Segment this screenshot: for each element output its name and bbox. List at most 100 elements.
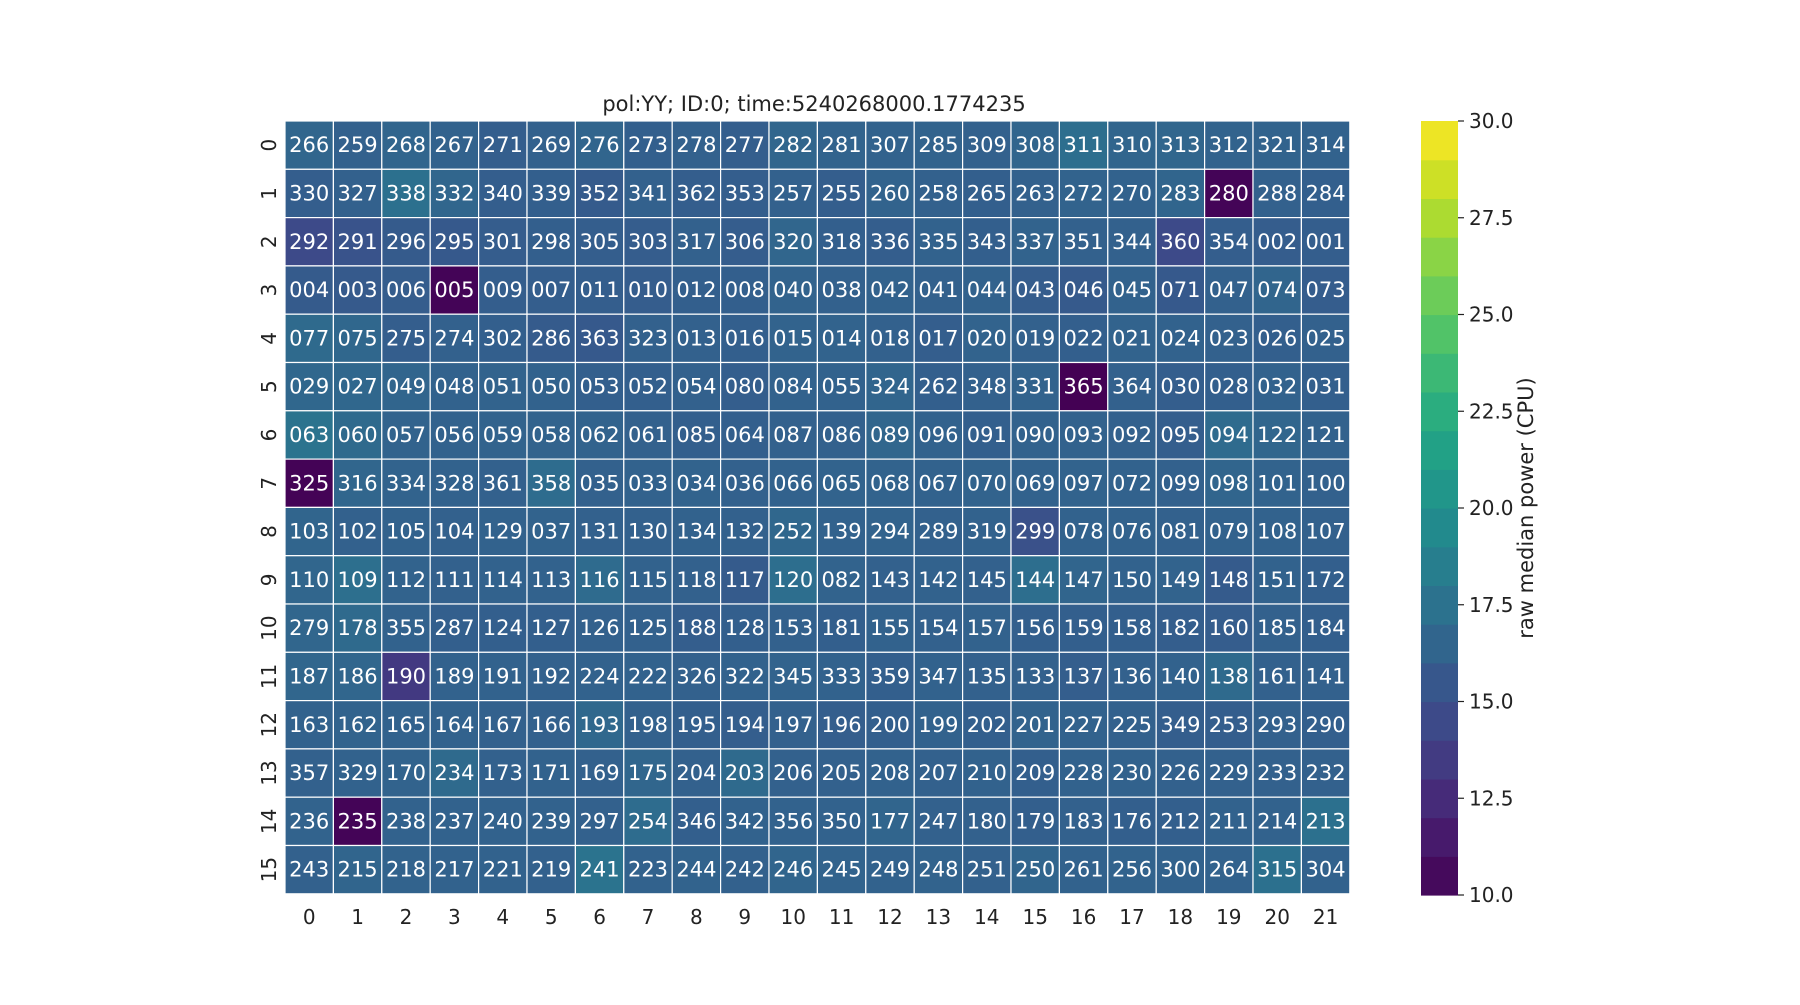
heatmap-cell-label: 084 xyxy=(773,375,813,399)
heatmap-cell xyxy=(1010,555,1061,605)
heatmap-cell xyxy=(1252,265,1303,315)
x-tick-label: 4 xyxy=(496,905,509,929)
x-tick-label: 5 xyxy=(545,905,558,929)
heatmap-cell-label: 051 xyxy=(483,375,523,399)
heatmap-cell xyxy=(671,555,722,605)
heatmap-cell-label: 041 xyxy=(918,278,958,302)
heatmap-cell xyxy=(1155,796,1206,847)
heatmap-cell xyxy=(961,168,1012,219)
heatmap-cell xyxy=(1058,603,1109,653)
heatmap-cell xyxy=(768,506,819,557)
heatmap-cell xyxy=(1252,506,1303,557)
heatmap-cell xyxy=(1300,651,1351,702)
heatmap-cell xyxy=(1300,844,1351,895)
heatmap-cell xyxy=(1010,651,1061,702)
heatmap-cell-label: 184 xyxy=(1306,616,1346,640)
heatmap-cell xyxy=(1058,217,1109,267)
heatmap-cell-label: 074 xyxy=(1257,278,1297,302)
heatmap-cell-label: 121 xyxy=(1306,423,1346,447)
heatmap-cell xyxy=(429,265,480,315)
heatmap-cell-label: 288 xyxy=(1257,181,1297,205)
heatmap-cell-label: 057 xyxy=(386,423,426,447)
x-tick-label: 13 xyxy=(926,905,951,929)
heatmap-cell-label: 075 xyxy=(338,326,378,350)
heatmap-cell xyxy=(1058,748,1109,798)
colorbar-segment xyxy=(1421,121,1458,161)
x-tick-label: 12 xyxy=(877,905,902,929)
x-tick-label: 10 xyxy=(780,905,805,929)
heatmap-cell-label: 300 xyxy=(1160,858,1200,882)
heatmap-cell xyxy=(671,168,722,219)
heatmap-cell xyxy=(429,844,480,895)
heatmap-cell xyxy=(719,265,770,315)
heatmap-cell xyxy=(332,265,383,315)
heatmap-cell-label: 098 xyxy=(1209,471,1249,495)
heatmap-cell-label: 282 xyxy=(773,133,813,157)
y-tick-label: 3 xyxy=(257,284,281,297)
heatmap-cell-label: 132 xyxy=(725,520,765,544)
heatmap-cell-label: 092 xyxy=(1112,423,1152,447)
heatmap-cell-label: 236 xyxy=(289,809,329,833)
heatmap-cell-label: 194 xyxy=(725,713,765,737)
heatmap-cell xyxy=(1155,603,1206,653)
colorbar-segment xyxy=(1421,198,1458,238)
heatmap-cell-label: 196 xyxy=(822,713,862,737)
heatmap-cell-label: 332 xyxy=(434,181,474,205)
heatmap-cell-label: 071 xyxy=(1160,278,1200,302)
colorbar-segment xyxy=(1421,624,1458,664)
heatmap-cell xyxy=(961,265,1012,315)
heatmap-cell xyxy=(961,506,1012,557)
heatmap-cell-label: 341 xyxy=(628,181,668,205)
heatmap-cell xyxy=(719,748,770,798)
heatmap-cell xyxy=(1155,506,1206,557)
heatmap-cell-label: 014 xyxy=(822,326,862,350)
heatmap-cell xyxy=(623,651,673,702)
heatmap-cell-label: 203 xyxy=(725,761,765,785)
heatmap-cell-label: 349 xyxy=(1160,713,1200,737)
colorbar-segment xyxy=(1421,469,1458,509)
x-tick-label: 6 xyxy=(593,905,606,929)
heatmap-cell xyxy=(623,603,673,653)
heatmap-cell xyxy=(816,555,867,605)
heatmap-cell-label: 035 xyxy=(580,471,620,495)
y-tick-label: 9 xyxy=(257,573,281,586)
colorbar-segment xyxy=(1421,546,1458,586)
heatmap-cell-label: 261 xyxy=(1064,858,1104,882)
heatmap-cell-label: 260 xyxy=(870,181,910,205)
heatmap-cell-label: 131 xyxy=(580,520,620,544)
heatmap-cell-label: 310 xyxy=(1112,133,1152,157)
heatmap-cell-label: 059 xyxy=(483,423,523,447)
heatmap-cell-label: 363 xyxy=(580,326,620,350)
y-tick-label: 14 xyxy=(257,809,281,834)
heatmap-cell-label: 286 xyxy=(531,326,571,350)
heatmap-cell-label: 164 xyxy=(434,713,474,737)
heatmap-cell-label: 023 xyxy=(1209,326,1249,350)
heatmap-cell xyxy=(816,265,867,315)
colorbar-tick-label: 17.5 xyxy=(1469,593,1514,617)
heatmap-cell xyxy=(284,844,335,895)
heatmap-cell xyxy=(478,603,528,653)
heatmap-cell-label: 252 xyxy=(773,520,813,544)
heatmap-cell xyxy=(1107,120,1157,170)
heatmap-cell-label: 118 xyxy=(676,568,716,592)
y-tick-label: 2 xyxy=(257,235,281,248)
heatmap-cell-label: 003 xyxy=(338,278,378,302)
heatmap-cell xyxy=(1058,313,1109,364)
heatmap-cell-label: 137 xyxy=(1064,664,1104,688)
heatmap-cell-label: 330 xyxy=(289,181,329,205)
heatmap-cell xyxy=(1252,796,1303,847)
heatmap-cell-label: 148 xyxy=(1209,568,1249,592)
colorbar-segment xyxy=(1421,508,1458,548)
heatmap-cell xyxy=(1058,651,1109,702)
heatmap-cell xyxy=(865,555,915,605)
colorbar-segment xyxy=(1421,430,1458,470)
heatmap-cell-label: 015 xyxy=(773,326,813,350)
heatmap-cell-label: 204 xyxy=(676,761,716,785)
heatmap-cell xyxy=(719,361,770,412)
heatmap-cell-label: 205 xyxy=(822,761,862,785)
heatmap-cell xyxy=(1155,458,1206,509)
heatmap-cell xyxy=(623,555,673,605)
heatmap-cell xyxy=(574,651,625,702)
heatmap-cell xyxy=(1203,699,1254,750)
